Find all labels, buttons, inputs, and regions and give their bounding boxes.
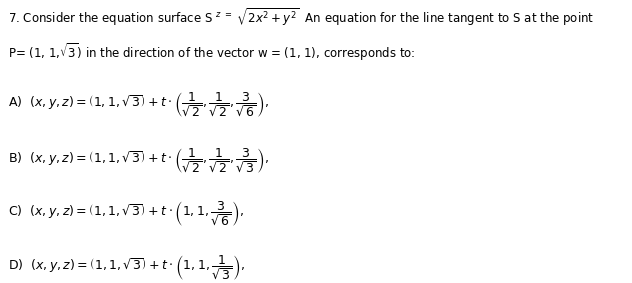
Text: D)  $(x,y,z) = \left(1,1,\sqrt{3}\right) + t \cdot \left(1, 1, \dfrac{1}{\sqrt{3: D) $(x,y,z) = \left(1,1,\sqrt{3}\right) … xyxy=(8,253,245,282)
Text: A)  $(x,y,z) = \left(1,1,\sqrt{3}\right) + t \cdot \left(\dfrac{1}{\sqrt{2}}, \d: A) $(x,y,z) = \left(1,1,\sqrt{3}\right) … xyxy=(8,91,269,119)
Text: C)  $(x,y,z) = \left(1,1,\sqrt{3}\right) + t \cdot \left(1, 1, \dfrac{3}{\sqrt{6: C) $(x,y,z) = \left(1,1,\sqrt{3}\right) … xyxy=(8,200,243,228)
Text: 7. Consider the equation surface S $^{z\ =}$ $\sqrt{2x^2 + y^2}$  An equation fo: 7. Consider the equation surface S $^{z\… xyxy=(8,7,594,29)
Text: P= (1, 1,$\sqrt{3}$) in the direction of the vector w = (1, 1), corresponds to:: P= (1, 1,$\sqrt{3}$) in the direction of… xyxy=(8,41,415,63)
Text: B)  $(x,y,z) = \left(1,1,\sqrt{3}\right) + t \cdot \left(\dfrac{1}{\sqrt{2}}, \d: B) $(x,y,z) = \left(1,1,\sqrt{3}\right) … xyxy=(8,146,269,175)
